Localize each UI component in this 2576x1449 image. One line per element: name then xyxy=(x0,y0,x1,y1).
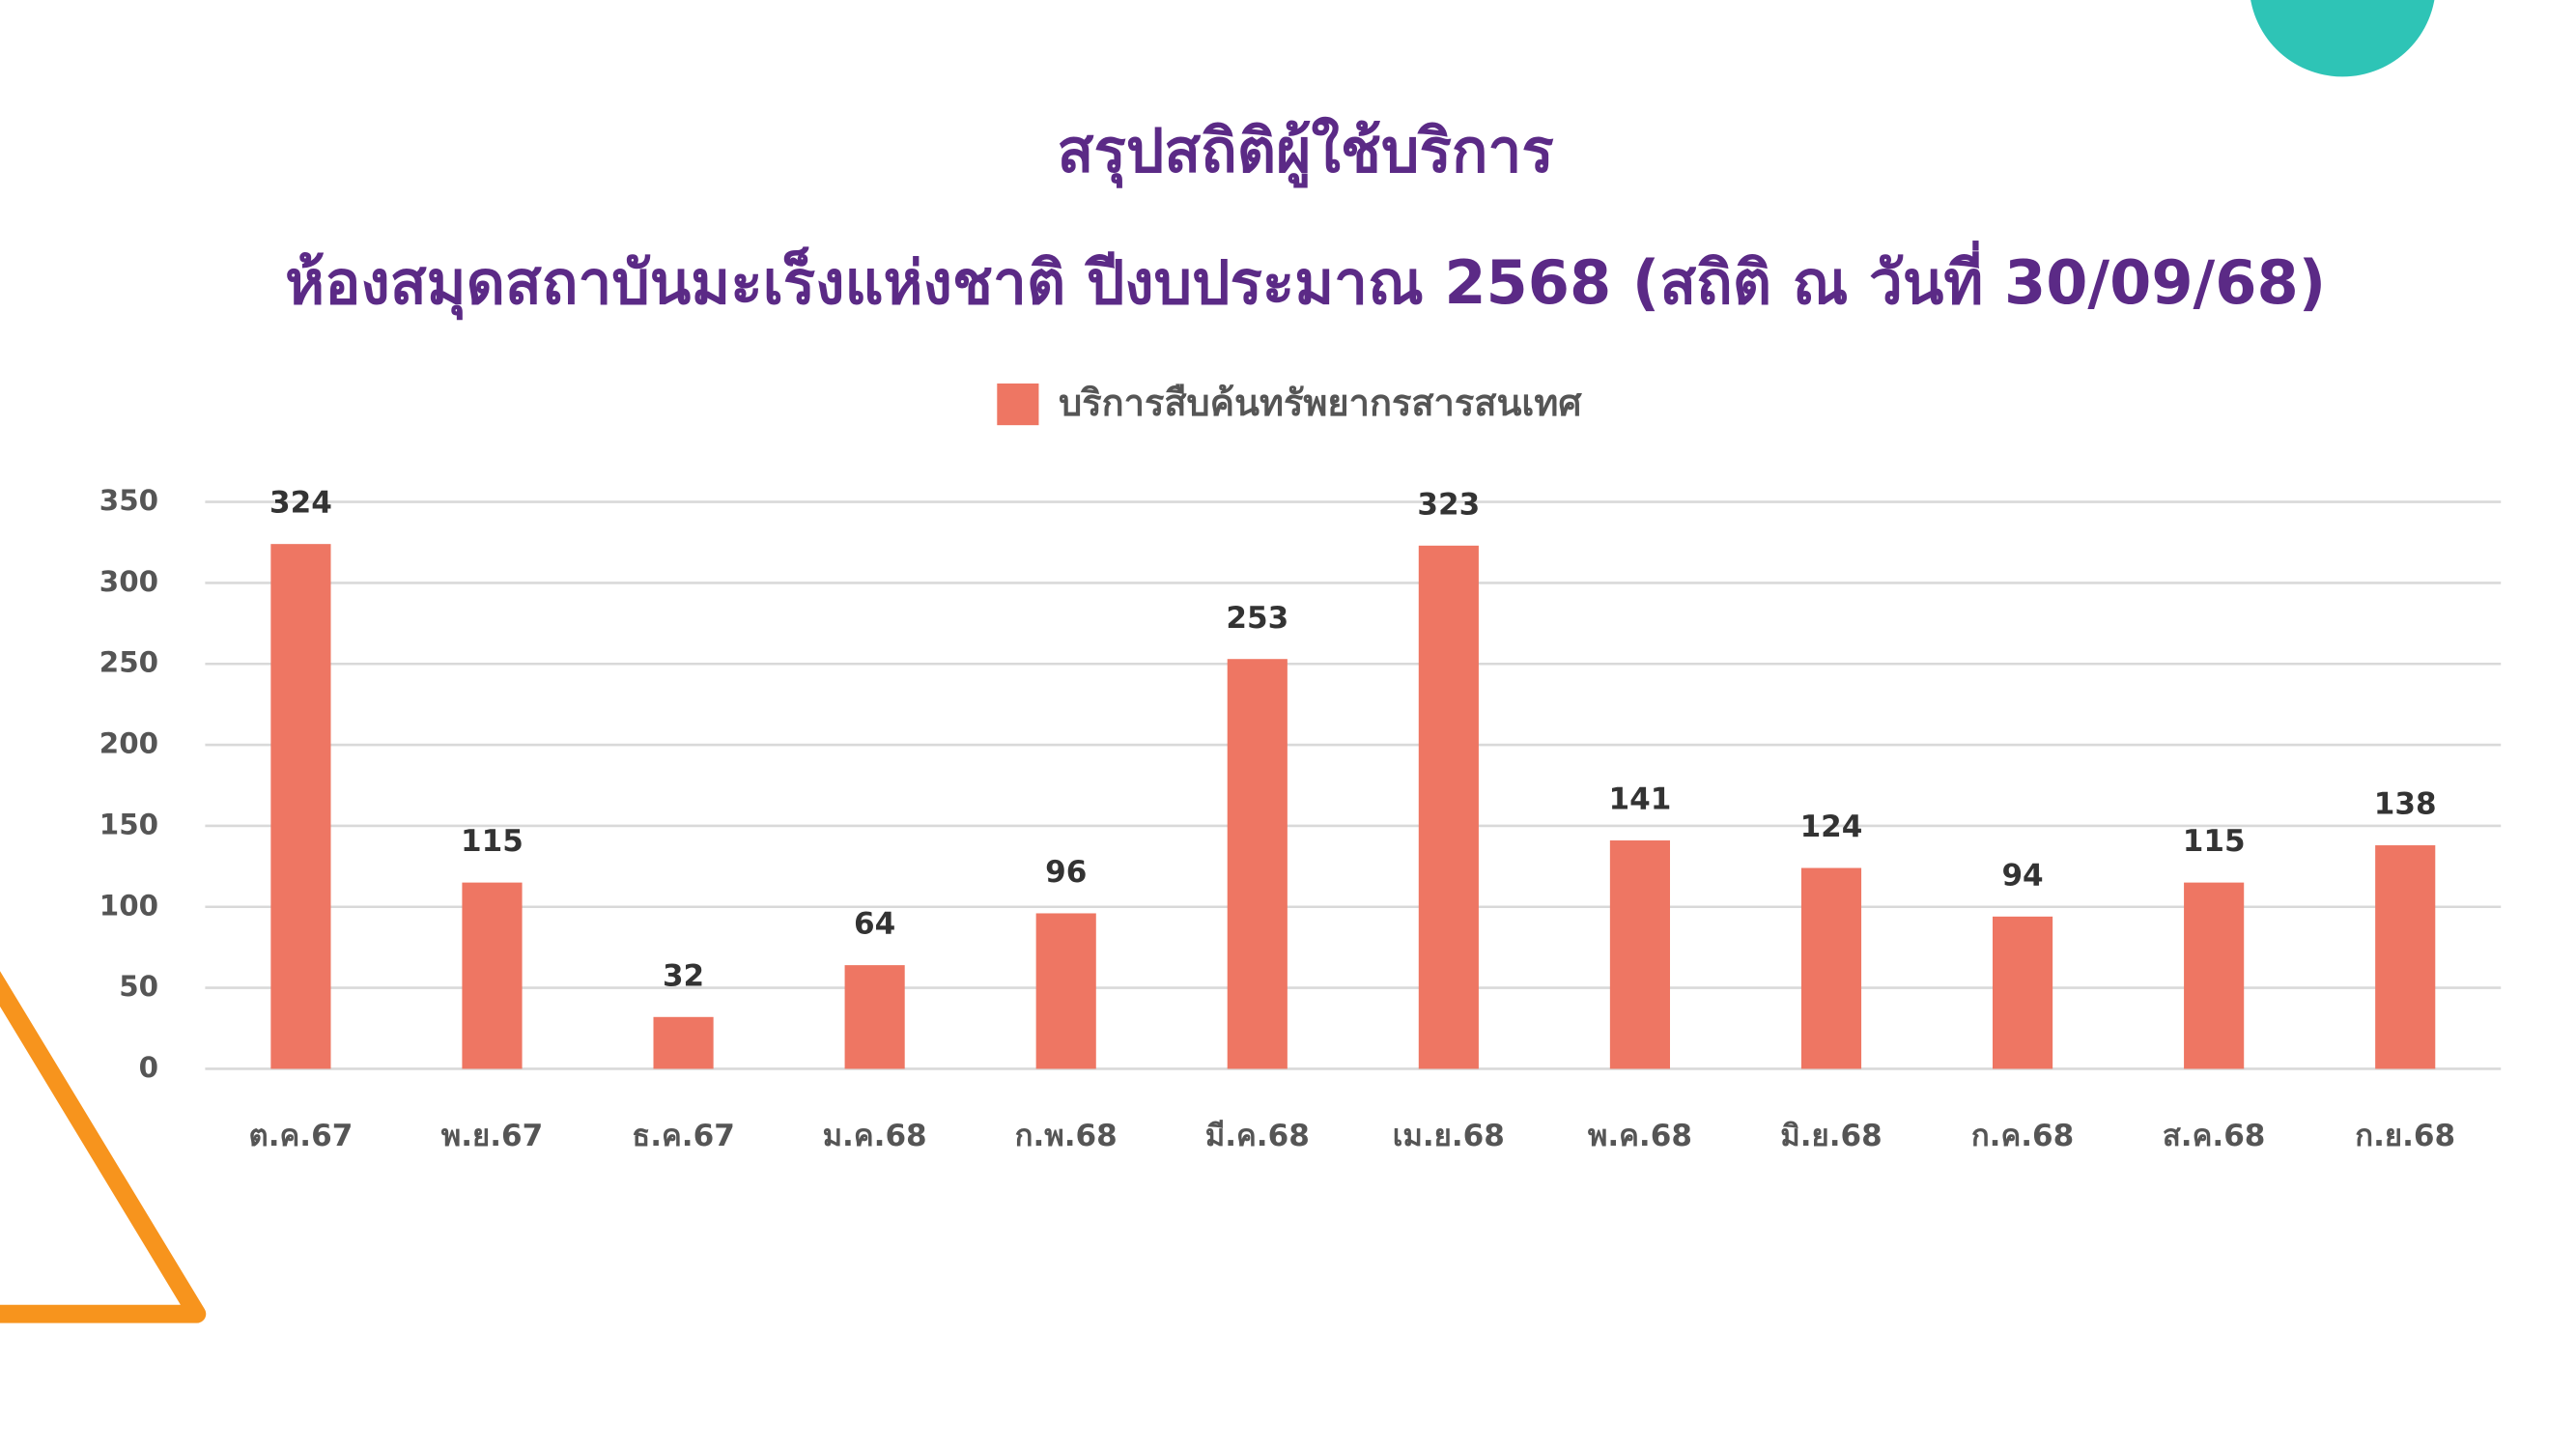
bar xyxy=(1609,840,1670,1069)
x-tick-label: ธ.ค.67 xyxy=(632,1119,735,1153)
bar xyxy=(270,544,331,1069)
bar xyxy=(1993,916,2053,1069)
y-tick-label: 250 xyxy=(99,646,158,679)
x-tick-label: พ.ย.67 xyxy=(441,1119,544,1153)
data-label: 115 xyxy=(461,824,524,859)
decor-triangle xyxy=(0,971,207,1323)
y-tick-label: 200 xyxy=(99,727,158,760)
chart-subtitle: ห้องสมุดสถาบันมะเร็งแห่งชาติ ปีงบประมาณ … xyxy=(285,241,2326,320)
x-tick-label: ก.ย.68 xyxy=(2355,1119,2455,1153)
bar xyxy=(1227,659,1288,1069)
bar xyxy=(2375,845,2436,1069)
y-tick-label: 50 xyxy=(119,970,158,1003)
decor-circle xyxy=(2250,0,2435,77)
bar xyxy=(1800,867,1862,1069)
data-label: 32 xyxy=(663,958,704,993)
x-tick-label: เม.ย.68 xyxy=(1393,1119,1505,1153)
x-tick-label: ส.ค.68 xyxy=(2163,1119,2266,1153)
data-label: 115 xyxy=(2183,824,2246,859)
data-label: 94 xyxy=(2001,858,2043,893)
y-tick-label: 350 xyxy=(99,484,158,517)
legend-swatch xyxy=(997,384,1039,426)
x-tick-label: ต.ค.67 xyxy=(249,1119,354,1153)
y-tick-label: 100 xyxy=(99,889,158,922)
bar xyxy=(462,882,523,1069)
data-label: 141 xyxy=(1609,782,1672,817)
data-label: 324 xyxy=(269,486,332,521)
chart-title: สรุปสถิติผู้ใช้บริการ xyxy=(1058,116,1554,188)
x-tick-label: ก.พ.68 xyxy=(1015,1119,1118,1153)
y-tick-label: 300 xyxy=(99,565,158,598)
x-tick-label: พ.ค.68 xyxy=(1588,1119,1692,1153)
x-tick-label: มี.ค.68 xyxy=(1205,1119,1310,1153)
bar xyxy=(653,1016,714,1069)
data-label: 124 xyxy=(1800,810,1863,844)
bar xyxy=(1418,545,1479,1069)
data-label: 323 xyxy=(1417,487,1480,522)
bar xyxy=(2184,882,2245,1069)
y-tick-label: 0 xyxy=(139,1051,158,1084)
x-tick-label: มิ.ย.68 xyxy=(1780,1119,1882,1153)
x-tick-label: ม.ค.68 xyxy=(823,1119,927,1153)
bar xyxy=(844,965,905,1069)
bar xyxy=(1035,913,1096,1069)
legend-label: บริการสืบค้นทรัพยากรสารสนเทศ xyxy=(1059,382,1582,424)
x-tick-label: ก.ค.68 xyxy=(1971,1119,2074,1153)
y-tick-label: 150 xyxy=(99,808,158,840)
data-label: 253 xyxy=(1226,601,1288,636)
data-label: 138 xyxy=(2374,787,2437,822)
data-label: 96 xyxy=(1045,855,1087,890)
data-label: 64 xyxy=(854,907,895,942)
